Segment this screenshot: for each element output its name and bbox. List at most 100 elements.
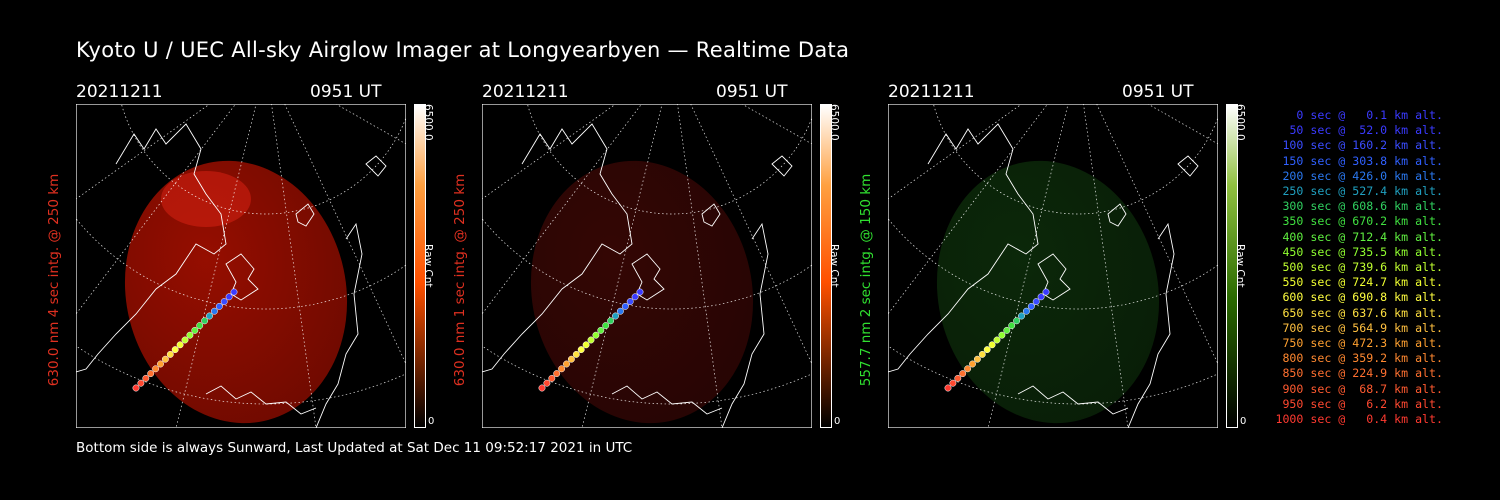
trajectory-point [959, 370, 967, 378]
trajectory-point [602, 322, 610, 330]
trajectory-point [1003, 326, 1011, 334]
lat-lon-grid [482, 104, 812, 428]
lat-lon-grid [888, 104, 1218, 428]
trajectory-point [577, 346, 585, 354]
legend-entry: 850 sec @ 224.9 km alt. [1282, 366, 1443, 381]
colorbar-max-label: 6500.0 [1234, 104, 1246, 141]
trajectory-point [206, 312, 213, 320]
trajectory-point [944, 384, 952, 392]
trajectory-point [1008, 322, 1016, 330]
trajectory-point [567, 355, 575, 363]
panel-wavelength-label: 630.0 nm 1 sec intg. @ 250 km [452, 173, 468, 387]
legend-entry: 500 sec @ 739.6 km alt. [1282, 260, 1443, 275]
trajectory-point [572, 350, 580, 358]
panel-date: 20211211 [482, 82, 569, 102]
trajectory-point [998, 331, 1006, 339]
coastline [888, 123, 1199, 428]
legend-entry: 750 sec @ 472.3 km alt. [1282, 336, 1443, 351]
imager-panel-2: 20211211 0951 UT 630.0 nm 1 sec intg. @ 25… [452, 80, 922, 440]
trajectory-point [1018, 312, 1025, 320]
allsky-image [888, 104, 1218, 428]
trajectory-point [157, 360, 164, 368]
trajectory-point [152, 365, 160, 373]
legend-entry: 250 sec @ 527.4 km alt. [1282, 184, 1443, 199]
legend-entry: 550 sec @ 724.7 km alt. [1282, 275, 1443, 290]
colorbar-max-label: 6500.0 [422, 104, 434, 141]
trajectory-point [563, 360, 570, 368]
trajectory-point [607, 317, 615, 325]
legend-entry: 200 sec @ 426.0 km alt. [1282, 168, 1443, 183]
colorbar-unit-label: Raw Cnt [1234, 244, 1246, 288]
trajectory-legend: 0 sec @ 0.1 km alt. 50 sec @ 52.0 km alt.… [1248, 108, 1443, 427]
trajectory-point [215, 302, 223, 310]
panel-wavelength-label: 630.0 nm 4 sec intg. @ 250 km [46, 173, 62, 387]
imager-panel-3: 20211211 0951 UT 557.7 nm 2 sec intg. @ 15… [858, 80, 1328, 440]
trajectory-point [954, 374, 962, 382]
trajectory-point [171, 346, 179, 354]
legend-entry: 150 sec @ 303.8 km alt. [1282, 153, 1443, 168]
balloon-trajectory [944, 288, 1050, 392]
trajectory-point [949, 379, 957, 387]
legend-entry: 0 sec @ 0.1 km alt. [1296, 108, 1443, 122]
trajectory-point [1022, 307, 1030, 315]
trajectory-point [582, 341, 590, 349]
panel-date: 20211211 [888, 82, 975, 102]
trajectory-point [592, 331, 600, 339]
legend-entry: 600 sec @ 690.8 km alt. [1282, 290, 1443, 305]
trajectory-point [978, 350, 986, 358]
trajectory-point [186, 331, 194, 339]
trajectory-point [621, 302, 629, 310]
allsky-image [482, 104, 812, 428]
legend-entry: 450 sec @ 735.5 km alt. [1282, 244, 1443, 259]
balloon-trajectory [132, 288, 238, 392]
trajectory-point [543, 379, 551, 387]
allsky-image [76, 104, 406, 428]
panel-wavelength-label: 557.7 nm 2 sec intg. @ 150 km [858, 173, 874, 387]
trajectory-point [191, 326, 199, 334]
panel-time: 0951 UT [1122, 82, 1194, 102]
imager-panel-1: 20211211 0951 UT 630.0 nm 4 sec intg. @ 25… [46, 80, 516, 440]
trajectory-point [196, 322, 204, 330]
trajectory-point [964, 365, 972, 373]
coastline [482, 123, 793, 428]
legend-entry: 900 sec @ 68.7 km alt. [1282, 381, 1443, 396]
trajectory-point [587, 336, 595, 344]
panel-time: 0951 UT [716, 82, 788, 102]
trajectory-point [538, 384, 546, 392]
page-title: Kyoto U / UEC All-sky Airglow Imager at … [76, 38, 850, 62]
colorbar-max-label: 6500.0 [828, 104, 840, 141]
colorbar [820, 104, 832, 428]
trajectory-point [166, 350, 174, 358]
trajectory-point [230, 288, 238, 296]
trajectory-point [201, 317, 209, 325]
trajectory-point [1032, 298, 1040, 306]
trajectory-point [612, 312, 619, 320]
trajectory-point [988, 341, 996, 349]
trajectory-point [631, 293, 639, 301]
legend-entry: 350 sec @ 670.2 km alt. [1282, 214, 1443, 229]
colorbar [1226, 104, 1238, 428]
trajectory-point [132, 384, 140, 392]
trajectory-point [210, 307, 218, 315]
trajectory-point [983, 346, 991, 354]
colorbar-unit-label: Raw Cnt [422, 244, 434, 288]
trajectory-point [181, 336, 189, 344]
update-footer: Bottom side is always Sunward, Last Upda… [76, 440, 633, 456]
panel-time: 0951 UT [310, 82, 382, 102]
colorbar [414, 104, 426, 428]
coastline [76, 123, 387, 428]
trajectory-point [220, 298, 228, 306]
trajectory-point [969, 360, 976, 368]
legend-entry: 950 sec @ 6.2 km alt. [1282, 396, 1443, 411]
lat-lon-grid [76, 104, 406, 428]
legend-entry: 100 sec @ 160.2 km alt. [1282, 138, 1443, 153]
trajectory-point [553, 370, 561, 378]
legend-entry: 50 sec @ 52.0 km alt. [1289, 123, 1443, 138]
legend-entry: 1000 sec @ 0.4 km alt. [1275, 412, 1443, 427]
trajectory-point [137, 379, 145, 387]
trajectory-point [147, 370, 155, 378]
trajectory-point [1037, 293, 1045, 301]
trajectory-point [993, 336, 1001, 344]
colorbar-min-label: 0 [1240, 416, 1247, 427]
trajectory-point [636, 288, 644, 296]
